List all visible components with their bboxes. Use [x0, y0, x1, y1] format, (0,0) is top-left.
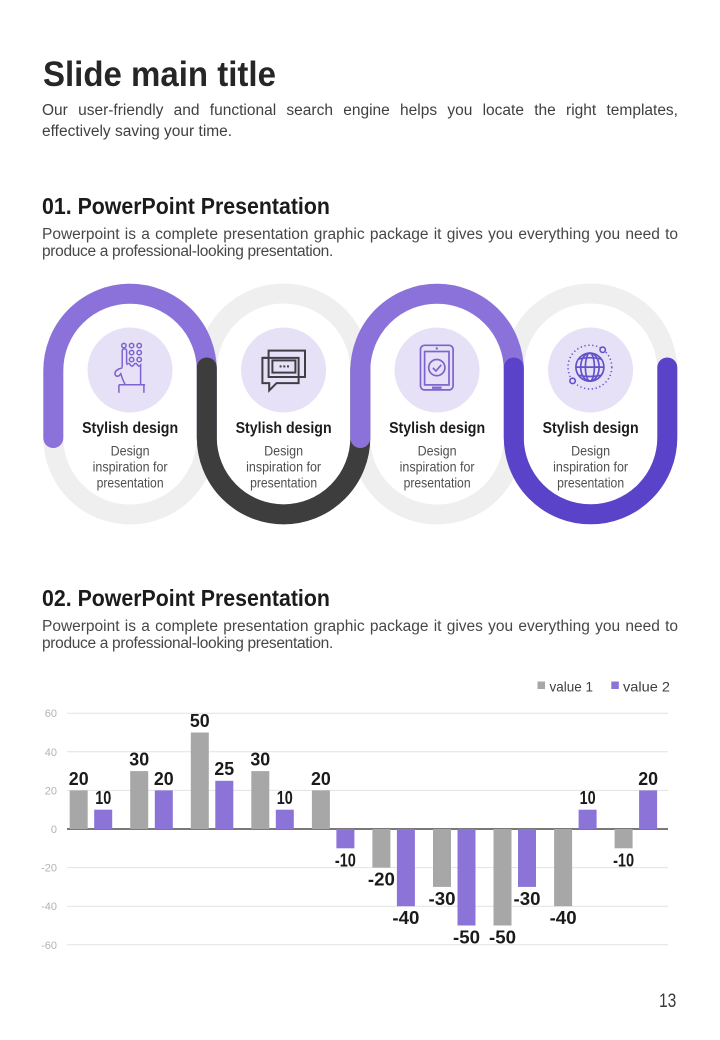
- svg-text:presentation: presentation: [250, 474, 317, 490]
- svg-text:-30: -30: [514, 888, 541, 909]
- svg-text:20: 20: [69, 768, 89, 789]
- svg-text:25: 25: [214, 758, 234, 779]
- svg-text:Stylish design: Stylish design: [543, 420, 639, 437]
- svg-text:-40: -40: [41, 901, 57, 913]
- svg-text:inspiration for: inspiration for: [93, 458, 168, 474]
- svg-text:presentation: presentation: [97, 474, 164, 490]
- svg-text:-60: -60: [41, 940, 57, 952]
- svg-text:-50: -50: [453, 927, 480, 948]
- svg-text:value 1: value 1: [550, 679, 594, 695]
- svg-text:30: 30: [250, 749, 270, 770]
- svg-text:20: 20: [154, 768, 174, 789]
- svg-text:presentation: presentation: [404, 474, 471, 490]
- svg-text:30: 30: [129, 749, 149, 770]
- svg-text:inspiration for: inspiration for: [400, 458, 475, 474]
- svg-text:40: 40: [45, 747, 57, 759]
- svg-text:-20: -20: [41, 863, 57, 875]
- svg-text:Stylish design: Stylish design: [82, 420, 178, 437]
- svg-text:value 2: value 2: [623, 679, 670, 695]
- svg-text:20: 20: [638, 768, 658, 789]
- svg-text:-20: -20: [368, 869, 395, 890]
- svg-text:10: 10: [95, 787, 111, 808]
- svg-text:-40: -40: [392, 907, 419, 928]
- svg-text:-40: -40: [550, 907, 577, 928]
- svg-text:50: 50: [190, 710, 210, 731]
- svg-text:20: 20: [45, 785, 57, 797]
- svg-text:10: 10: [277, 787, 293, 808]
- svg-text:inspiration for: inspiration for: [246, 458, 321, 474]
- svg-text:Stylish design: Stylish design: [236, 420, 332, 437]
- svg-text:-10: -10: [613, 849, 634, 870]
- svg-text:-30: -30: [429, 888, 456, 909]
- svg-text:Stylish design: Stylish design: [389, 420, 485, 437]
- svg-text:0: 0: [51, 824, 57, 836]
- svg-text:20: 20: [311, 768, 331, 789]
- svg-text:inspiration for: inspiration for: [553, 458, 628, 474]
- svg-text:60: 60: [45, 708, 57, 720]
- svg-text:presentation: presentation: [557, 474, 624, 490]
- svg-text:10: 10: [580, 787, 596, 808]
- svg-text:Design: Design: [418, 442, 457, 458]
- svg-text:Design: Design: [111, 442, 150, 458]
- svg-text:-50: -50: [489, 927, 516, 948]
- svg-text:Design: Design: [571, 442, 610, 458]
- svg-text:Design: Design: [264, 442, 303, 458]
- svg-text:-10: -10: [335, 849, 356, 870]
